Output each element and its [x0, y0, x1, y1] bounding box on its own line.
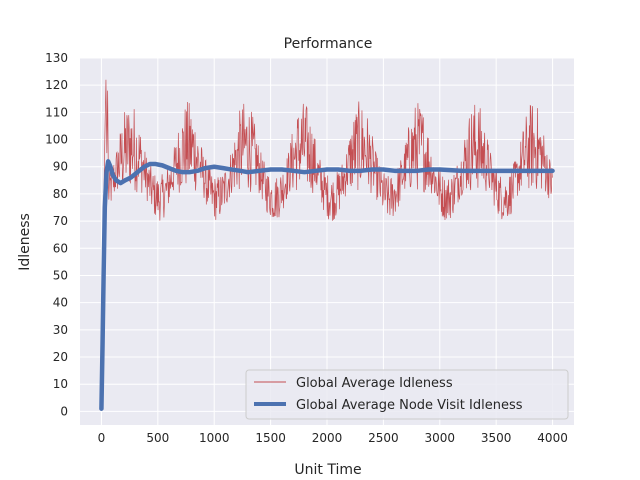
series-layer — [99, 79, 555, 411]
y-tick-label: 0 — [60, 404, 68, 418]
x-tick-label: 4000 — [537, 431, 568, 445]
x-tick-label: 3000 — [425, 431, 456, 445]
legend: Global Average Idleness Global Average N… — [245, 369, 569, 420]
y-tick-label: 20 — [53, 350, 68, 364]
y-tick-label: 60 — [53, 241, 68, 255]
x-tick-label: 2500 — [368, 431, 399, 445]
series-global-average-node-visit-idleness — [99, 159, 555, 411]
y-axis-label: Idleness — [17, 213, 33, 271]
y-tick-label: 100 — [45, 133, 68, 147]
legend-box — [245, 369, 569, 420]
chart-title: Performance — [284, 36, 373, 52]
x-tick-label: 500 — [146, 431, 169, 445]
y-tick-label: 10 — [53, 377, 68, 391]
x-tick-label: 3500 — [481, 431, 512, 445]
x-tick-label: 2000 — [312, 431, 343, 445]
y-tick-label: 40 — [53, 296, 68, 310]
x-tick-label: 1500 — [255, 431, 286, 445]
y-tick-label: 130 — [45, 51, 68, 65]
y-tick-label: 70 — [53, 214, 68, 228]
y-tick-label: 50 — [53, 268, 68, 282]
x-tick-label: 1000 — [199, 431, 230, 445]
x-axis-label: Unit Time — [294, 462, 361, 478]
tick-labels: 0 500 1000 1500 2000 2500 3000 3500 4000 0 10 20 30 4… — [45, 51, 568, 445]
y-tick-label: 120 — [45, 78, 68, 92]
y-tick-label: 30 — [53, 323, 68, 337]
legend-label-node-visit-idleness: Global Average Node Visit Idleness — [296, 398, 523, 413]
y-tick-label: 110 — [45, 105, 68, 119]
y-tick-label: 80 — [53, 187, 68, 201]
legend-label-idleness: Global Average Idleness — [296, 376, 453, 391]
x-tick-label: 0 — [98, 431, 106, 445]
y-tick-label: 90 — [53, 160, 68, 174]
series-global-average-idleness — [101, 79, 553, 398]
